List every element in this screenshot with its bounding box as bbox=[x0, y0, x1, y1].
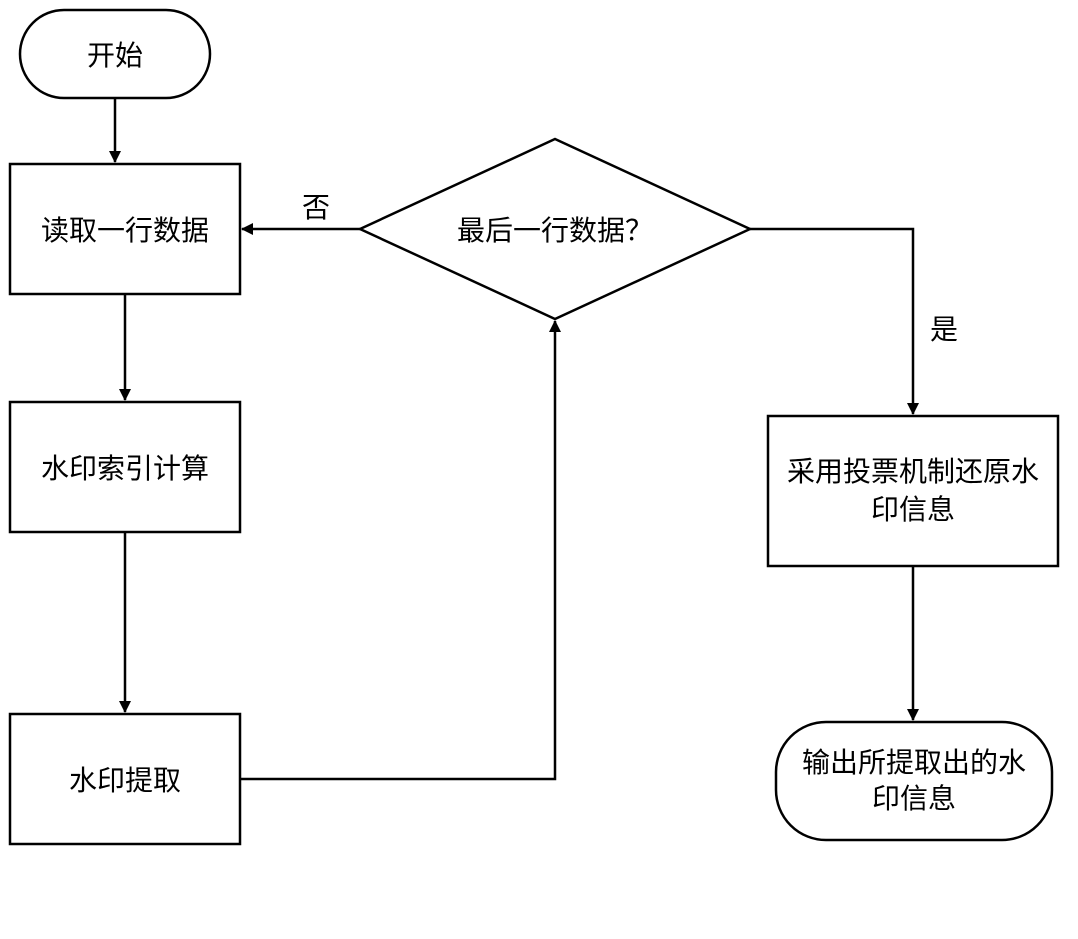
node-restore bbox=[768, 416, 1058, 566]
node-decision bbox=[360, 139, 750, 319]
flowchart-canvas bbox=[0, 0, 1078, 939]
edge-extract-to-decision bbox=[240, 321, 555, 779]
node-extract bbox=[10, 714, 240, 844]
edge-decision-yes bbox=[750, 229, 913, 414]
node-start bbox=[20, 10, 210, 98]
node-output bbox=[776, 722, 1052, 840]
node-read-row bbox=[10, 164, 240, 294]
node-calc-index bbox=[10, 402, 240, 532]
